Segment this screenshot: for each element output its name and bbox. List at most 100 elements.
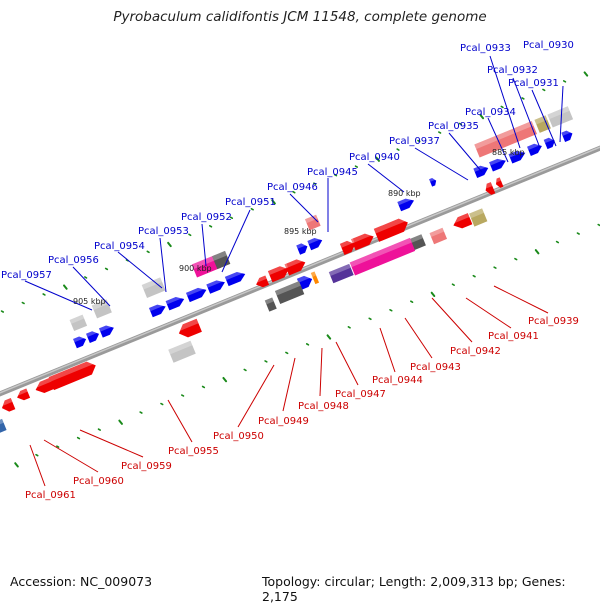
gene-label-pcal-0933[interactable]: Pcal_0933 [460,43,511,54]
tick-mark [472,274,476,278]
gene-shading [483,182,493,190]
gene-feature [296,241,308,255]
gene-feature [274,281,305,304]
gene-shape [264,297,277,312]
gene-label-pcal-0954[interactable]: Pcal_0954 [94,241,145,252]
gene-shading [451,213,470,224]
gene-shape [349,252,380,276]
gene-feature [547,106,574,128]
tick-mark [333,173,338,177]
gene-label-pcal-0947[interactable]: Pcal_0947 [335,389,386,400]
tick-mark [576,232,580,235]
gene-label-pcal-0931[interactable]: Pcal_0931 [508,78,559,89]
gene-label-pcal-0937[interactable]: Pcal_0937 [389,136,440,147]
gene-feature [148,301,166,318]
gene-shape [86,331,100,343]
gene-feature [349,252,380,276]
gene-label-pcal-0935[interactable]: Pcal_0935 [428,121,479,132]
gene-shading [267,263,288,276]
gene-feature [351,230,374,251]
gene-label-pcal-0941[interactable]: Pcal_0941 [488,331,539,342]
gene-shading [469,208,484,219]
gene-shading [429,176,436,182]
tick-mark [250,207,254,211]
gene-feature [73,334,87,349]
leader-line-top [159,237,167,293]
gene-shading [69,314,85,324]
tick-mark [21,301,25,305]
gene-shading [429,227,445,237]
leader-line-top [367,163,405,193]
gene-shape [168,340,196,363]
tick-mark [438,131,442,134]
gene-shading [254,275,267,284]
gene-feature [561,128,573,142]
gene-label-pcal-0949[interactable]: Pcal_0949 [258,416,309,427]
gene-label-pcal-0950[interactable]: Pcal_0950 [213,431,264,442]
scale-label-900: 900 kbp [179,264,212,273]
gene-label-pcal-0960[interactable]: Pcal_0960 [73,476,124,487]
gene-label-pcal-0957[interactable]: Pcal_0957 [1,270,52,281]
tick-mark [514,257,518,261]
gene-label-pcal-0932[interactable]: Pcal_0932 [487,65,538,76]
tick-mark [243,368,247,372]
tick-mark [14,462,19,468]
gene-shading [98,323,114,332]
gene-label-pcal-0944[interactable]: Pcal_0944 [372,375,423,386]
gene-shading [86,329,99,337]
gene-label-pcal-0940[interactable]: Pcal_0940 [349,152,400,163]
gene-feature [86,329,100,343]
gene-label-pcal-0956[interactable]: Pcal_0956 [48,255,99,266]
gene-shading [91,299,109,310]
gene-label-pcal-0942[interactable]: Pcal_0942 [450,346,501,357]
leader-line-bottom [493,285,549,314]
gene-shading [473,163,488,172]
gene-label-pcal-0934[interactable]: Pcal_0934 [465,107,516,118]
gene-shading [0,398,13,407]
gene-feature [165,294,185,311]
gene-label-pcal-0952[interactable]: Pcal_0952 [181,212,232,223]
gene-label-pcal-0959[interactable]: Pcal_0959 [121,461,172,472]
gene-shape [373,218,408,242]
gene-shading [191,254,218,270]
tick-mark [347,326,351,329]
gene-shading [307,235,322,245]
gene-label-pcal-0930[interactable]: Pcal_0930 [523,40,574,51]
gene-feature [15,388,31,401]
gene-feature [69,314,88,332]
gene-feature [206,277,225,294]
gene-label-pcal-0951[interactable]: Pcal_0951 [225,197,276,208]
gene-label-pcal-0955[interactable]: Pcal_0955 [168,446,219,457]
leader-line-top [489,55,521,149]
gene-shading [349,252,376,268]
gene-feature [508,148,526,164]
tick-mark [188,233,192,237]
gene-shading [351,230,373,244]
gene-shading [141,277,163,290]
gene-label-pcal-0943[interactable]: Pcal_0943 [410,362,461,373]
tick-mark [146,250,150,254]
tick-mark [451,283,455,286]
gene-shading [206,277,225,288]
tick-mark [521,97,525,100]
gene-label-pcal-0945[interactable]: Pcal_0945 [307,167,358,178]
tick-mark [104,267,109,271]
tick-mark [139,411,143,414]
leader-line-top [414,147,469,181]
tick-mark [264,360,268,363]
tick-mark [97,428,101,431]
gene-shape [397,198,415,212]
gene-shading [373,216,408,234]
gene-shape [0,418,7,436]
gene-label-pcal-0946[interactable]: Pcal_0946 [267,182,318,193]
gene-label-pcal-0939[interactable]: Pcal_0939 [528,316,579,327]
gene-shading [224,269,245,281]
gene-shading [494,177,501,183]
gene-label-pcal-0948[interactable]: Pcal_0948 [298,401,349,412]
leader-line-top [24,280,93,311]
gene-feature [489,156,506,172]
scale-label-895: 895 kbp [284,227,317,236]
gene-label-pcal-0961[interactable]: Pcal_0961 [25,490,76,501]
gene-feature [304,214,321,231]
gene-label-pcal-0953[interactable]: Pcal_0953 [138,226,189,237]
